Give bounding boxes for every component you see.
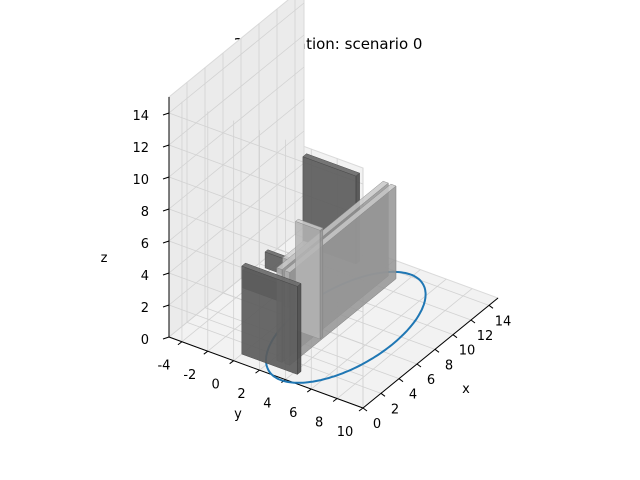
- light-wall-top: [294, 218, 324, 231]
- z-grid-back: [168, 34, 305, 146]
- z-tick-label: 12: [132, 141, 149, 156]
- z-tick-label: 14: [132, 109, 149, 124]
- z-grid-back: [168, 226, 305, 338]
- y-grid-floor: [285, 269, 421, 380]
- y-axis-line: [168, 336, 364, 409]
- dark-wall-side: [297, 282, 302, 375]
- z-tick-mark: [162, 304, 170, 308]
- z-grid-back: [168, 98, 305, 210]
- x-tick-mark: [470, 319, 476, 324]
- y-tick-mark: [229, 360, 234, 365]
- x-tick-mark: [416, 363, 422, 368]
- z-tick-label: 10: [132, 173, 149, 188]
- z-grid-back: [168, 66, 305, 178]
- x-tick-label: 0: [373, 417, 381, 432]
- z-tick-label: 8: [141, 205, 149, 220]
- x-tick-label: 12: [477, 329, 494, 344]
- z-tick-label: 2: [141, 301, 149, 316]
- x-tick-label: 10: [459, 344, 476, 359]
- z-grid-back: [168, 2, 305, 114]
- y-tick-label: 4: [263, 397, 271, 412]
- x-tick-mark: [488, 304, 494, 309]
- x-tick-label: 14: [495, 314, 512, 329]
- y-tick-label: 0: [212, 378, 220, 393]
- x-axis-line: [362, 297, 499, 409]
- y-tick-mark: [332, 398, 338, 402]
- z-tick-label: 4: [141, 269, 149, 284]
- y-tick-mark: [358, 407, 364, 412]
- y-tick-label: 2: [237, 387, 245, 402]
- z-tick-mark: [162, 240, 170, 244]
- y-tick-label: -4: [157, 359, 170, 374]
- y-tick-label: -2: [183, 368, 196, 383]
- light-wall-side: [319, 227, 324, 340]
- y-grid-floor: [311, 278, 447, 390]
- y-tick-mark: [306, 388, 312, 393]
- x-tick-mark: [452, 334, 458, 339]
- x-tick-label: 4: [409, 388, 417, 403]
- dark-wall-top: [241, 262, 302, 287]
- y-tick-mark: [203, 350, 209, 355]
- z-grid-back: [168, 162, 305, 274]
- z-axis-label: z: [101, 251, 108, 266]
- x-axis-label: x: [462, 382, 470, 397]
- x-tick-mark: [380, 392, 386, 397]
- y-tick-label: 6: [289, 406, 297, 421]
- y-tick-mark: [177, 341, 183, 346]
- z-tick-mark: [162, 272, 170, 276]
- z-tick-mark: [162, 176, 170, 180]
- axis-spines: [162, 97, 499, 412]
- x-tick-mark: [362, 407, 368, 412]
- x-tick-mark: [434, 348, 440, 353]
- y-tick-label: 10: [337, 425, 354, 440]
- z-tick-mark: [162, 208, 170, 212]
- x-tick-label: 2: [391, 402, 399, 417]
- dark-wall-top: [302, 153, 361, 177]
- z-grid-back: [168, 130, 305, 242]
- y-tick-label: 8: [315, 416, 323, 431]
- walls-layer: [241, 153, 397, 375]
- y-tick-mark: [255, 369, 260, 374]
- z-tick-label: 6: [141, 237, 149, 252]
- z-grid-back: [168, 194, 305, 306]
- x-tick-label: 6: [427, 373, 435, 388]
- x-tick-mark: [398, 378, 404, 383]
- z-tick-label: 0: [141, 333, 149, 348]
- y-axis-label: y: [234, 407, 242, 422]
- z-tick-mark: [162, 112, 170, 116]
- y-grid-floor: [336, 288, 473, 399]
- x-tick-label: 8: [445, 358, 453, 373]
- z-tick-mark: [162, 144, 170, 148]
- z-tick-mark: [162, 336, 170, 340]
